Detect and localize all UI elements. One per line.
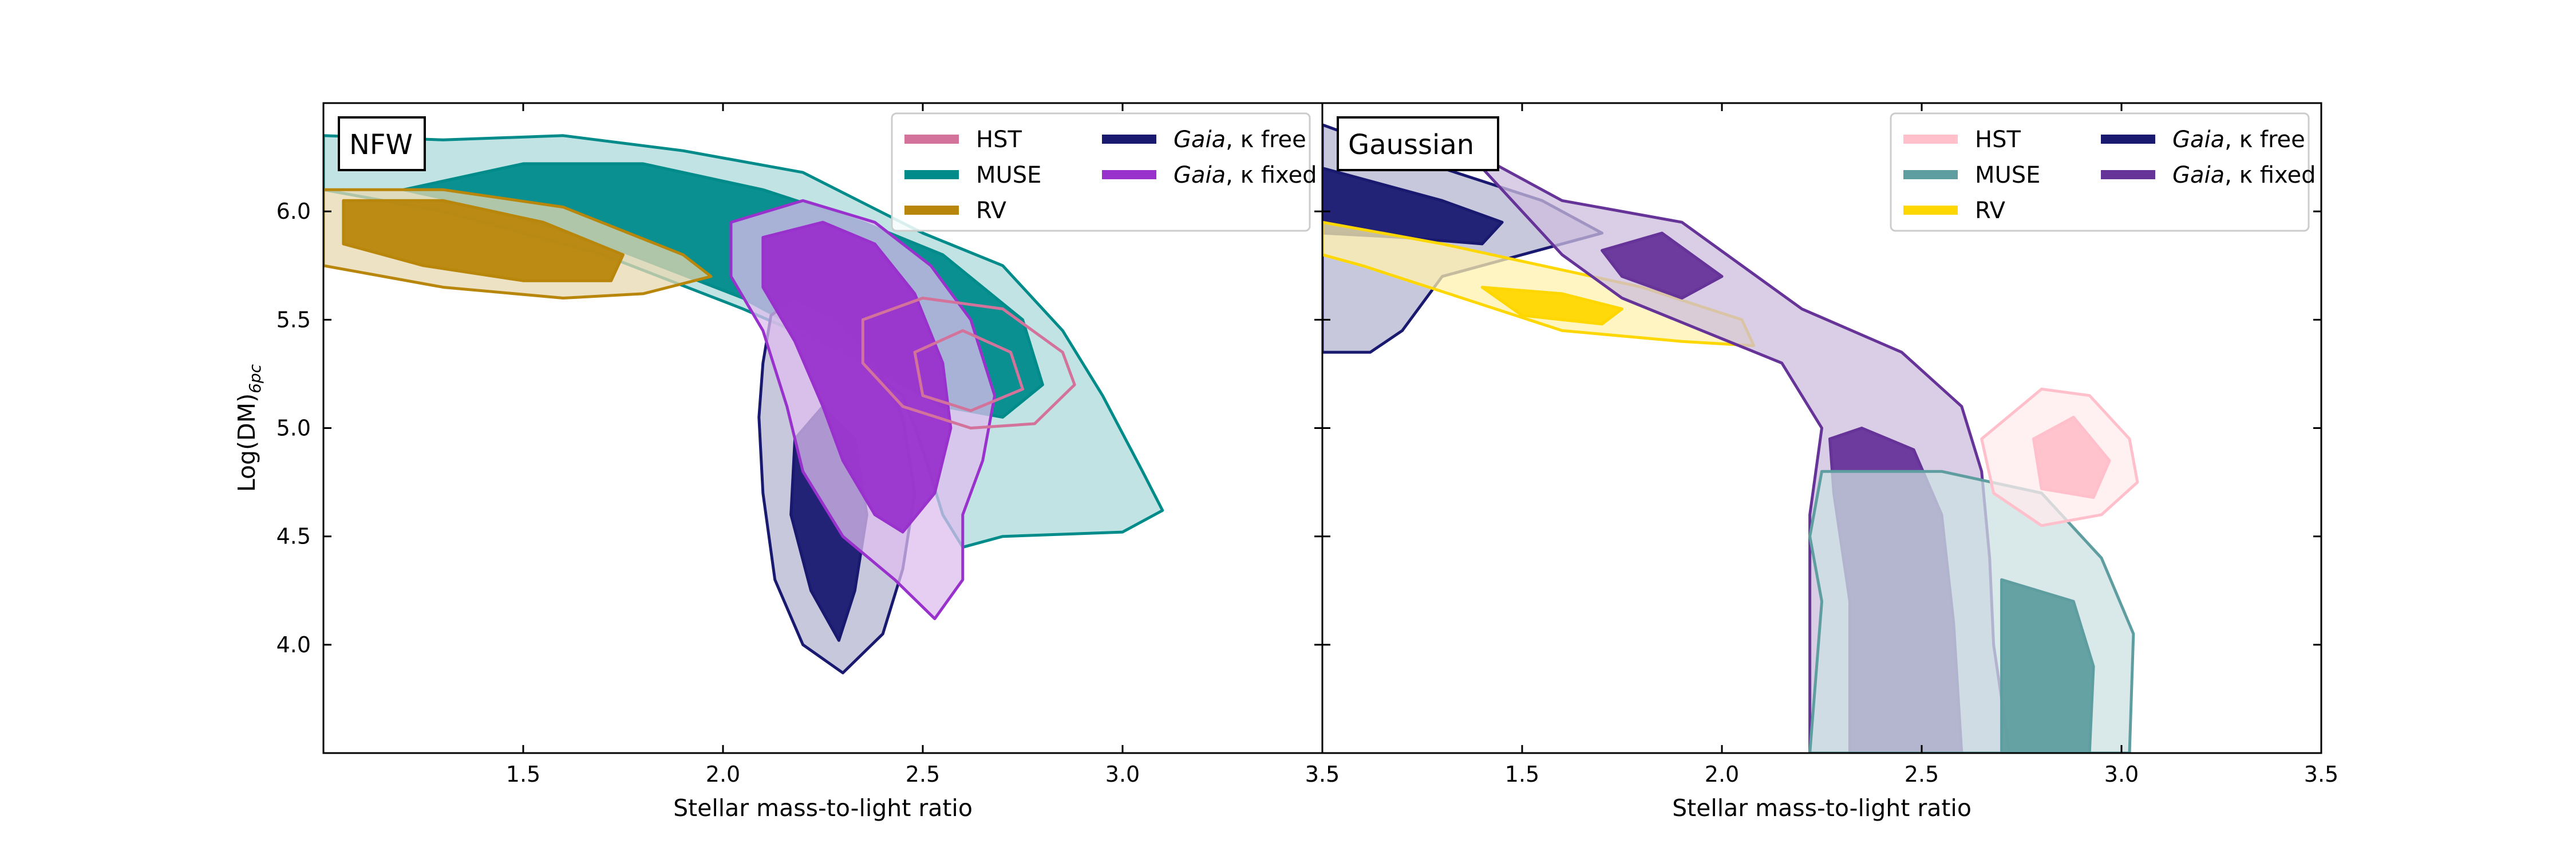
x-tick-label: 3.0	[2104, 762, 2139, 787]
contour-gaia-free-inner	[1322, 167, 1504, 246]
contour-rv-inner	[342, 199, 625, 282]
nfw-ticks: 1.5 2.0 2.5 3.0 3.5 4.0 4.5 5.0 5.5 6.0	[276, 103, 1340, 787]
gaussian-panel: 3.5 1.5 2.0 2.5 3.0 3.5 Stellar mass-to-light…	[1305, 102, 2338, 822]
y-tick-label: 4.5	[276, 524, 311, 549]
contour-gaia-fixed-inner	[761, 220, 953, 534]
nfw-y-axis-label: Log(DM)6pc	[233, 364, 264, 492]
x-tick-label: 3.5	[2304, 762, 2338, 787]
series-muse	[1808, 470, 2135, 753]
gaussian-legend: HST MUSE RV Gaia, κ free Gaia, κ fixed	[1890, 112, 2316, 232]
y-tick-label: 4.0	[276, 632, 311, 657]
contour-muse-inner	[2000, 578, 2095, 753]
series-rv	[1322, 220, 1756, 348]
contour-hst-outer	[861, 297, 1076, 430]
nfw-plot-area	[323, 134, 1164, 675]
nfw-y-axis-label-subscript: 6pc	[246, 364, 264, 393]
gaussian-ticks: 3.5 1.5 2.0 2.5 3.0 3.5	[1305, 103, 2338, 787]
contour-hst-inner	[2032, 416, 2111, 499]
contour-gaia-fixed-inner	[1601, 231, 1724, 300]
nfw-title-box	[338, 116, 426, 171]
gaussian-plot-area	[1322, 123, 2139, 753]
x-tick-label: 3.0	[1105, 762, 1140, 787]
gaussian-x-axis-label: Stellar mass-to-light ratio	[1672, 794, 1971, 822]
gaussian-title-box	[1337, 116, 1499, 171]
y-tick-label: 5.0	[276, 416, 311, 441]
gaussian-title-text: Gaussian	[1348, 129, 1474, 161]
legend-frame	[891, 112, 1311, 232]
legend-label-muse: MUSE	[1975, 162, 2040, 188]
series-hst	[861, 297, 1076, 430]
series-rv	[323, 188, 713, 300]
nfw-panel: 1.5 2.0 2.5 3.0 3.5 4.0 4.5 5.0 5.5 6.0 Stellar m…	[233, 102, 1340, 822]
x-tick-label: 1.5	[506, 762, 540, 787]
legend-label-hst: HST	[976, 127, 1022, 153]
nfw-x-axis-label: Stellar mass-to-light ratio	[673, 794, 973, 822]
nfw-panel-title: NFW	[338, 116, 426, 171]
x-tick-label: 3.5	[1305, 762, 1340, 787]
contour-hst-inner	[913, 329, 1024, 412]
nfw-y-axis-label-main: Log(DM)	[233, 393, 260, 492]
legend-label-gaia-fixed: Gaia, κ fixed	[2172, 162, 2316, 188]
y-tick-label: 6.0	[276, 199, 311, 224]
contour-rv-outer	[1322, 220, 1756, 348]
x-tick-label: 2.0	[706, 762, 740, 787]
x-tick-label: 2.5	[1905, 762, 1939, 787]
y-tick-label: 5.5	[276, 307, 311, 332]
series-gaia-fixed	[729, 199, 997, 620]
x-tick-label: 3.5	[1305, 762, 1340, 787]
legend-label-muse: MUSE	[976, 162, 1041, 188]
gaussian-panel-title: Gaussian	[1337, 116, 1499, 171]
contour-rv-inner	[1480, 286, 1623, 326]
legend-label-rv: RV	[976, 198, 1007, 224]
series-hst	[1980, 387, 2139, 527]
x-tick-label: 2.5	[906, 762, 940, 787]
legend-label-rv: RV	[1975, 198, 2006, 224]
nfw-title-text: NFW	[349, 129, 413, 161]
nfw-legend: HST MUSE RV Gaia, κ free Gaia, κ fixed	[891, 112, 1317, 232]
legend-label-hst: HST	[1975, 127, 2021, 153]
legend-frame	[1890, 112, 2310, 232]
legend-label-gaia-fixed: Gaia, κ fixed	[1174, 162, 1317, 188]
x-tick-label: 2.0	[1705, 762, 1739, 787]
legend-label-gaia-free: Gaia, κ free	[1174, 127, 1306, 153]
legend-label-gaia-free: Gaia, κ free	[2172, 127, 2305, 153]
x-tick-label: 1.5	[1505, 762, 1539, 787]
